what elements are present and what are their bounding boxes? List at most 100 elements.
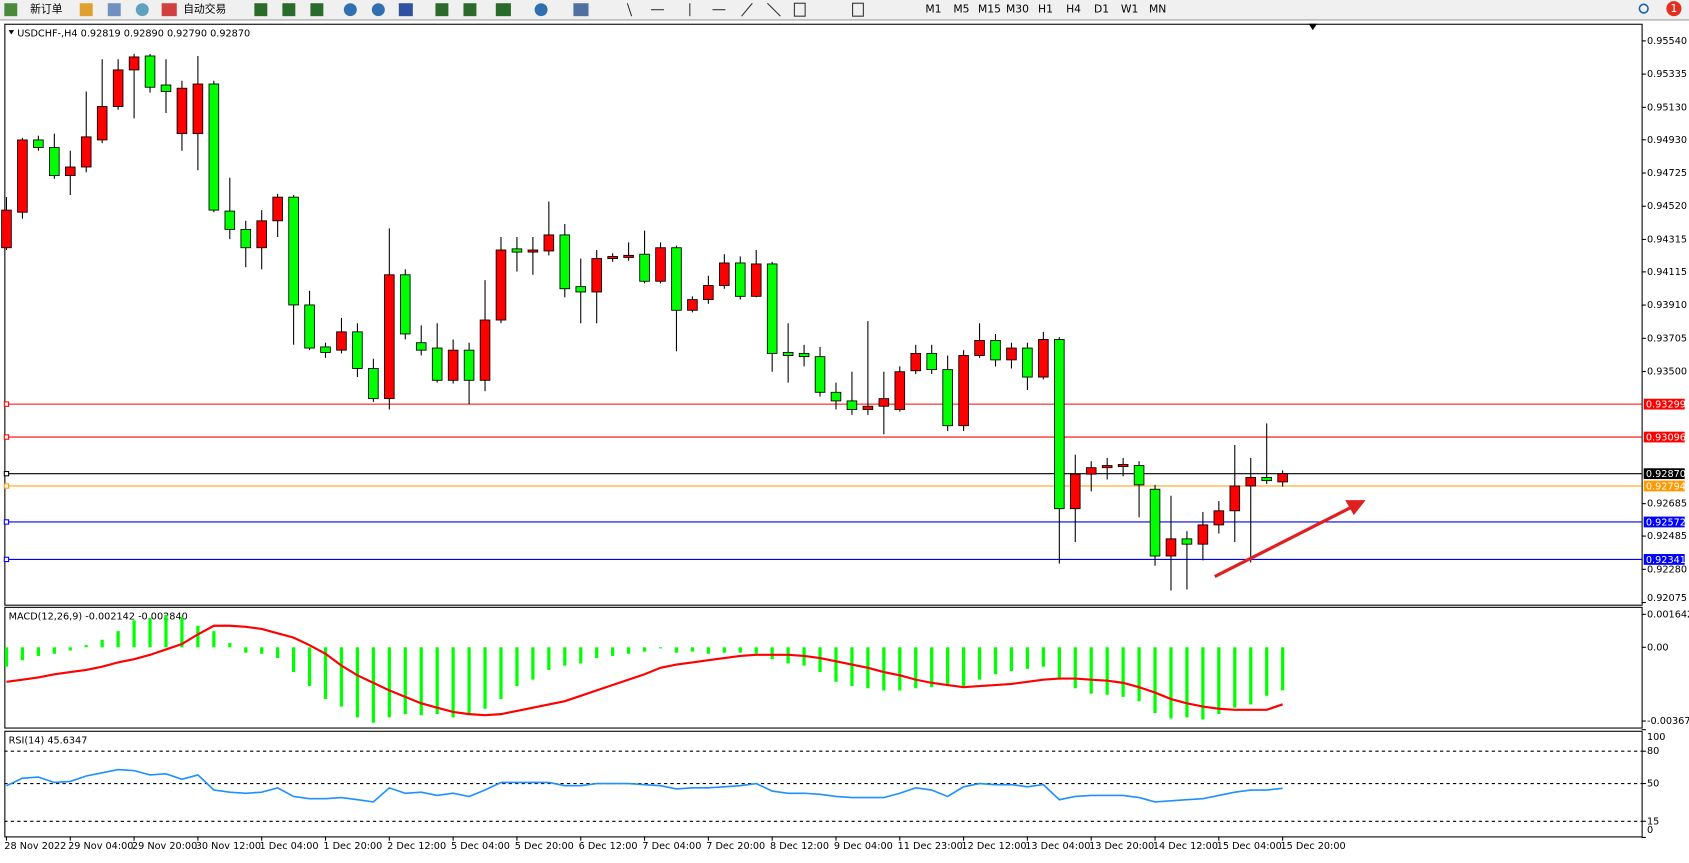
tool-icon[interactable] bbox=[495, 3, 511, 17]
timeframe[interactable]: H4 bbox=[1066, 3, 1081, 16]
y-tick-label: 0.94115 bbox=[1647, 267, 1687, 278]
candle-body bbox=[703, 285, 714, 301]
candle-body bbox=[830, 391, 842, 402]
tool-icon[interactable] bbox=[254, 3, 268, 17]
level-label-bg bbox=[1643, 468, 1685, 480]
macd-bar bbox=[435, 647, 439, 715]
timeframe[interactable]: MN bbox=[1149, 3, 1166, 16]
macd-bar bbox=[674, 647, 679, 653]
toolbar-bg bbox=[0, 0, 1689, 20]
candle-body bbox=[1085, 467, 1097, 475]
rsi-line bbox=[6, 768, 1283, 803]
timeframe[interactable]: M1 bbox=[925, 3, 941, 16]
x-tick-label: 1 Dec 20:00 bbox=[323, 841, 382, 852]
tool-icon[interactable] bbox=[793, 2, 806, 17]
x-tick-label: 30 Nov 12:00 bbox=[196, 841, 261, 852]
x-tick-label: 14 Dec 12:00 bbox=[1153, 841, 1218, 852]
x-tick-label: 2 Dec 12:00 bbox=[387, 841, 446, 852]
candle-body bbox=[399, 274, 411, 335]
candle-body bbox=[160, 84, 172, 92]
level-label: 0.92341 bbox=[1646, 555, 1686, 566]
auto-trading-icon[interactable] bbox=[161, 3, 177, 17]
macd-bar bbox=[212, 631, 216, 648]
timeframe[interactable]: M30 bbox=[1006, 3, 1029, 16]
macd-bar bbox=[180, 617, 184, 648]
y-tick-label: 0.95130 bbox=[1647, 102, 1687, 113]
tool-icon[interactable] bbox=[310, 3, 324, 17]
timeframe[interactable]: M15 bbox=[978, 3, 1001, 16]
tool-icon[interactable] bbox=[435, 3, 449, 17]
tool-icon[interactable] bbox=[767, 2, 781, 17]
tool-icon[interactable] bbox=[107, 3, 121, 17]
macd-bar bbox=[4, 647, 9, 667]
search-icon[interactable] bbox=[1638, 3, 1649, 14]
candle-body bbox=[814, 356, 826, 393]
tool-icon[interactable] bbox=[282, 3, 296, 17]
macd-bar bbox=[68, 647, 72, 651]
timeframe[interactable]: W1 bbox=[1121, 3, 1139, 16]
y-tick-label: 15 bbox=[1647, 816, 1659, 827]
tool-icon[interactable] bbox=[534, 3, 548, 17]
macd-bar bbox=[515, 647, 519, 687]
x-tick-label: 29 Nov 04:00 bbox=[68, 841, 133, 852]
new-order-icon[interactable] bbox=[4, 3, 18, 17]
tool-icon[interactable] bbox=[371, 3, 385, 17]
notification-badge[interactable] bbox=[1666, 1, 1682, 17]
macd-bar bbox=[961, 647, 966, 687]
macd-bar bbox=[20, 647, 25, 661]
tool-icon[interactable] bbox=[463, 3, 477, 17]
macd-bar bbox=[84, 645, 88, 648]
candle-body bbox=[958, 355, 969, 427]
macd-bar bbox=[595, 647, 599, 659]
level-handle bbox=[3, 401, 10, 407]
y-tick-label: 50 bbox=[1647, 779, 1659, 790]
candle-body bbox=[1213, 510, 1225, 526]
candle-body bbox=[687, 299, 698, 311]
tool-icon[interactable] bbox=[626, 3, 633, 17]
candle-body bbox=[846, 400, 858, 410]
y-tick-label: 0.92685 bbox=[1647, 499, 1687, 510]
macd-panel bbox=[4, 606, 1643, 729]
new-order[interactable]: 新订单 bbox=[30, 3, 63, 16]
tool-icon[interactable] bbox=[573, 3, 589, 17]
macd-bar bbox=[451, 647, 455, 718]
x-tick-label: 15 Dec 20:00 bbox=[1280, 841, 1345, 852]
arrow-shaft bbox=[1214, 505, 1354, 579]
tool-icon[interactable] bbox=[343, 3, 357, 17]
x-tick-label: 12 Dec 12:00 bbox=[961, 841, 1026, 852]
y-tick-label: 0.93500 bbox=[1647, 367, 1687, 378]
timeframe[interactable]: M5 bbox=[953, 3, 969, 16]
macd-bar bbox=[977, 647, 982, 680]
timeframe[interactable]: D1 bbox=[1094, 3, 1109, 16]
y-tick-label: 100 bbox=[1647, 732, 1666, 743]
macd-bar bbox=[467, 647, 471, 716]
candle-body bbox=[1245, 476, 1257, 487]
y-tick-label: 0.94725 bbox=[1647, 168, 1687, 179]
tool-icon[interactable] bbox=[79, 3, 93, 17]
tool-icon[interactable] bbox=[852, 2, 864, 17]
candle-body bbox=[655, 247, 666, 282]
candle-body bbox=[559, 234, 571, 290]
notification-count: 1 bbox=[1670, 2, 1677, 15]
x-tick-label: 13 Dec 04:00 bbox=[1025, 841, 1090, 852]
timeframe[interactable]: H1 bbox=[1038, 3, 1053, 16]
macd-bar bbox=[611, 647, 615, 656]
candle-body bbox=[128, 56, 140, 71]
candle-body bbox=[719, 262, 730, 286]
y-tick-label: 0.95540 bbox=[1647, 36, 1687, 47]
macd-bar bbox=[706, 647, 710, 654]
macd-bar bbox=[196, 625, 200, 648]
macd-bar bbox=[818, 647, 822, 673]
tool-icon[interactable] bbox=[741, 2, 753, 17]
tool-icon[interactable] bbox=[135, 3, 149, 17]
candle-body bbox=[1006, 347, 1017, 361]
macd-bar bbox=[914, 647, 918, 689]
y-tick-label: 0.92485 bbox=[1647, 531, 1687, 542]
candle-body bbox=[320, 346, 331, 353]
auto-trading[interactable]: 自动交易 bbox=[183, 3, 226, 16]
level-handle bbox=[3, 519, 10, 525]
macd-bar bbox=[244, 647, 248, 653]
tool-icons bbox=[254, 3, 589, 17]
tool-icon[interactable] bbox=[398, 3, 413, 17]
candle-body bbox=[495, 249, 507, 321]
